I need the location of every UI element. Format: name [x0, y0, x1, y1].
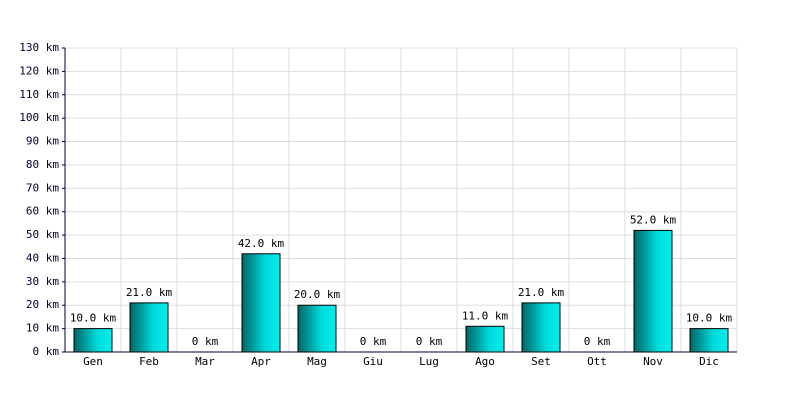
value-label: 0 km — [360, 335, 387, 348]
value-label: 11.0 km — [462, 309, 509, 322]
y-tick-label: 120 km — [19, 64, 59, 77]
bar — [689, 328, 729, 353]
value-label: 20.0 km — [294, 288, 341, 301]
x-tick-label: Mar — [195, 355, 215, 368]
x-tick-label: Dic — [699, 355, 719, 368]
bar — [297, 304, 337, 353]
bar — [73, 328, 113, 353]
bar — [129, 302, 169, 353]
value-label: 52.0 km — [630, 213, 677, 226]
x-tick-label: Apr — [251, 355, 271, 368]
x-tick-label: Mag — [307, 355, 327, 368]
x-tick-label: Ago — [475, 355, 495, 368]
y-tick-label: 70 km — [26, 181, 59, 194]
value-label: 42.0 km — [238, 237, 285, 250]
y-tick-label: 110 km — [19, 88, 59, 101]
y-tick-label: 20 km — [26, 298, 59, 311]
x-tick-label: Feb — [139, 355, 159, 368]
x-tick-label: Giu — [363, 355, 383, 368]
y-tick-label: 10 km — [26, 322, 59, 335]
y-tick-label: 50 km — [26, 228, 59, 241]
bar — [521, 302, 561, 353]
value-label: 10.0 km — [70, 312, 117, 325]
y-tick-label: 100 km — [19, 111, 59, 124]
value-label: 0 km — [416, 335, 443, 348]
bar — [241, 253, 281, 353]
y-tick-label: 0 km — [33, 345, 60, 358]
y-tick-label: 40 km — [26, 251, 59, 264]
value-label: 10.0 km — [686, 312, 733, 325]
y-tick-label: 90 km — [26, 135, 59, 148]
value-label: 21.0 km — [126, 286, 173, 299]
x-tick-label: Set — [531, 355, 551, 368]
x-tick-label: Ott — [587, 355, 607, 368]
x-tick-label: Gen — [83, 355, 103, 368]
value-label: 0 km — [584, 335, 611, 348]
x-tick-label: Lug — [419, 355, 439, 368]
x-tick-label: Nov — [643, 355, 663, 368]
bar — [465, 325, 505, 353]
value-label: 0 km — [192, 335, 219, 348]
y-tick-label: 80 km — [26, 158, 59, 171]
y-tick-label: 60 km — [26, 205, 59, 218]
bar — [633, 229, 673, 353]
y-tick-label: 130 km — [19, 41, 59, 54]
value-label: 21.0 km — [518, 286, 565, 299]
y-tick-label: 30 km — [26, 275, 59, 288]
